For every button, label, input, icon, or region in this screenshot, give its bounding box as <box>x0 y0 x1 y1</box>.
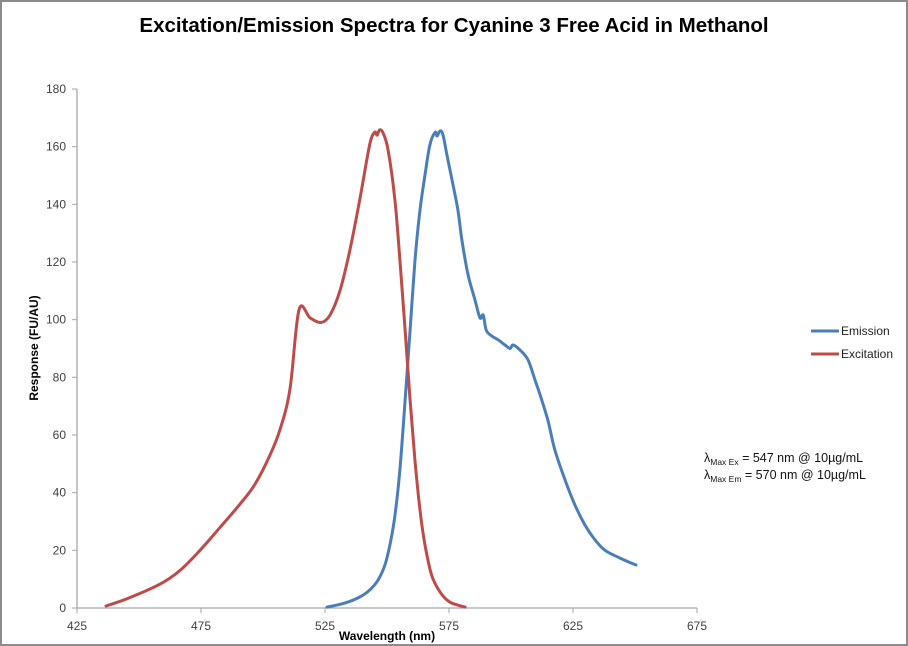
legend-label-excitation: Excitation <box>841 347 893 361</box>
annotation-lambda-max-em: λMax Em = 570 nm @ 10µg/mL <box>704 468 866 484</box>
y-tick-label: 80 <box>53 370 67 384</box>
x-tick-label: 675 <box>687 619 707 633</box>
series-line-emission <box>325 129 638 609</box>
lambda-symbol: λ <box>704 468 711 482</box>
y-axis-label: Response (FU/AU) <box>27 295 41 400</box>
x-tick-label: 575 <box>439 619 459 633</box>
annotation-lambda-max-ex: λMax Ex = 547 nm @ 10µg/mL <box>704 451 863 467</box>
plot-area <box>104 128 638 609</box>
y-tick-label: 0 <box>59 601 66 615</box>
y-tick-label: 20 <box>53 543 67 557</box>
y-tick-label: 120 <box>46 255 66 269</box>
y-tick-label: 160 <box>46 140 66 154</box>
y-tick-label: 40 <box>53 486 67 500</box>
y-tick-label: 140 <box>46 197 66 211</box>
axes: 0 20 40 60 80 100 120 140 160 180 425 475 525 575 625 6… <box>46 82 707 633</box>
x-tick-label: 525 <box>315 619 335 633</box>
series-line-excitation <box>104 128 467 609</box>
x-axis-label: Wavelength (nm) <box>339 629 435 643</box>
legend: Emission Excitation <box>811 324 893 361</box>
x-tick-label: 625 <box>563 619 583 633</box>
x-tick-label: 425 <box>67 619 87 633</box>
y-tick-label: 60 <box>53 428 67 442</box>
annotation-text: = 570 nm @ 10µg/mL <box>741 468 866 482</box>
x-tick-label: 475 <box>191 619 211 633</box>
chart-title: Excitation/Emission Spectra for Cyanine … <box>139 14 769 37</box>
y-tick-label: 180 <box>46 82 66 96</box>
annotation-subscript: Max Em <box>710 474 742 484</box>
lambda-symbol: λ <box>704 451 711 465</box>
legend-label-emission: Emission <box>841 324 890 338</box>
annotation-text: = 547 nm @ 10µg/mL <box>738 451 864 465</box>
y-tick-label: 100 <box>46 313 66 327</box>
annotation-subscript: Max Ex <box>710 457 739 467</box>
